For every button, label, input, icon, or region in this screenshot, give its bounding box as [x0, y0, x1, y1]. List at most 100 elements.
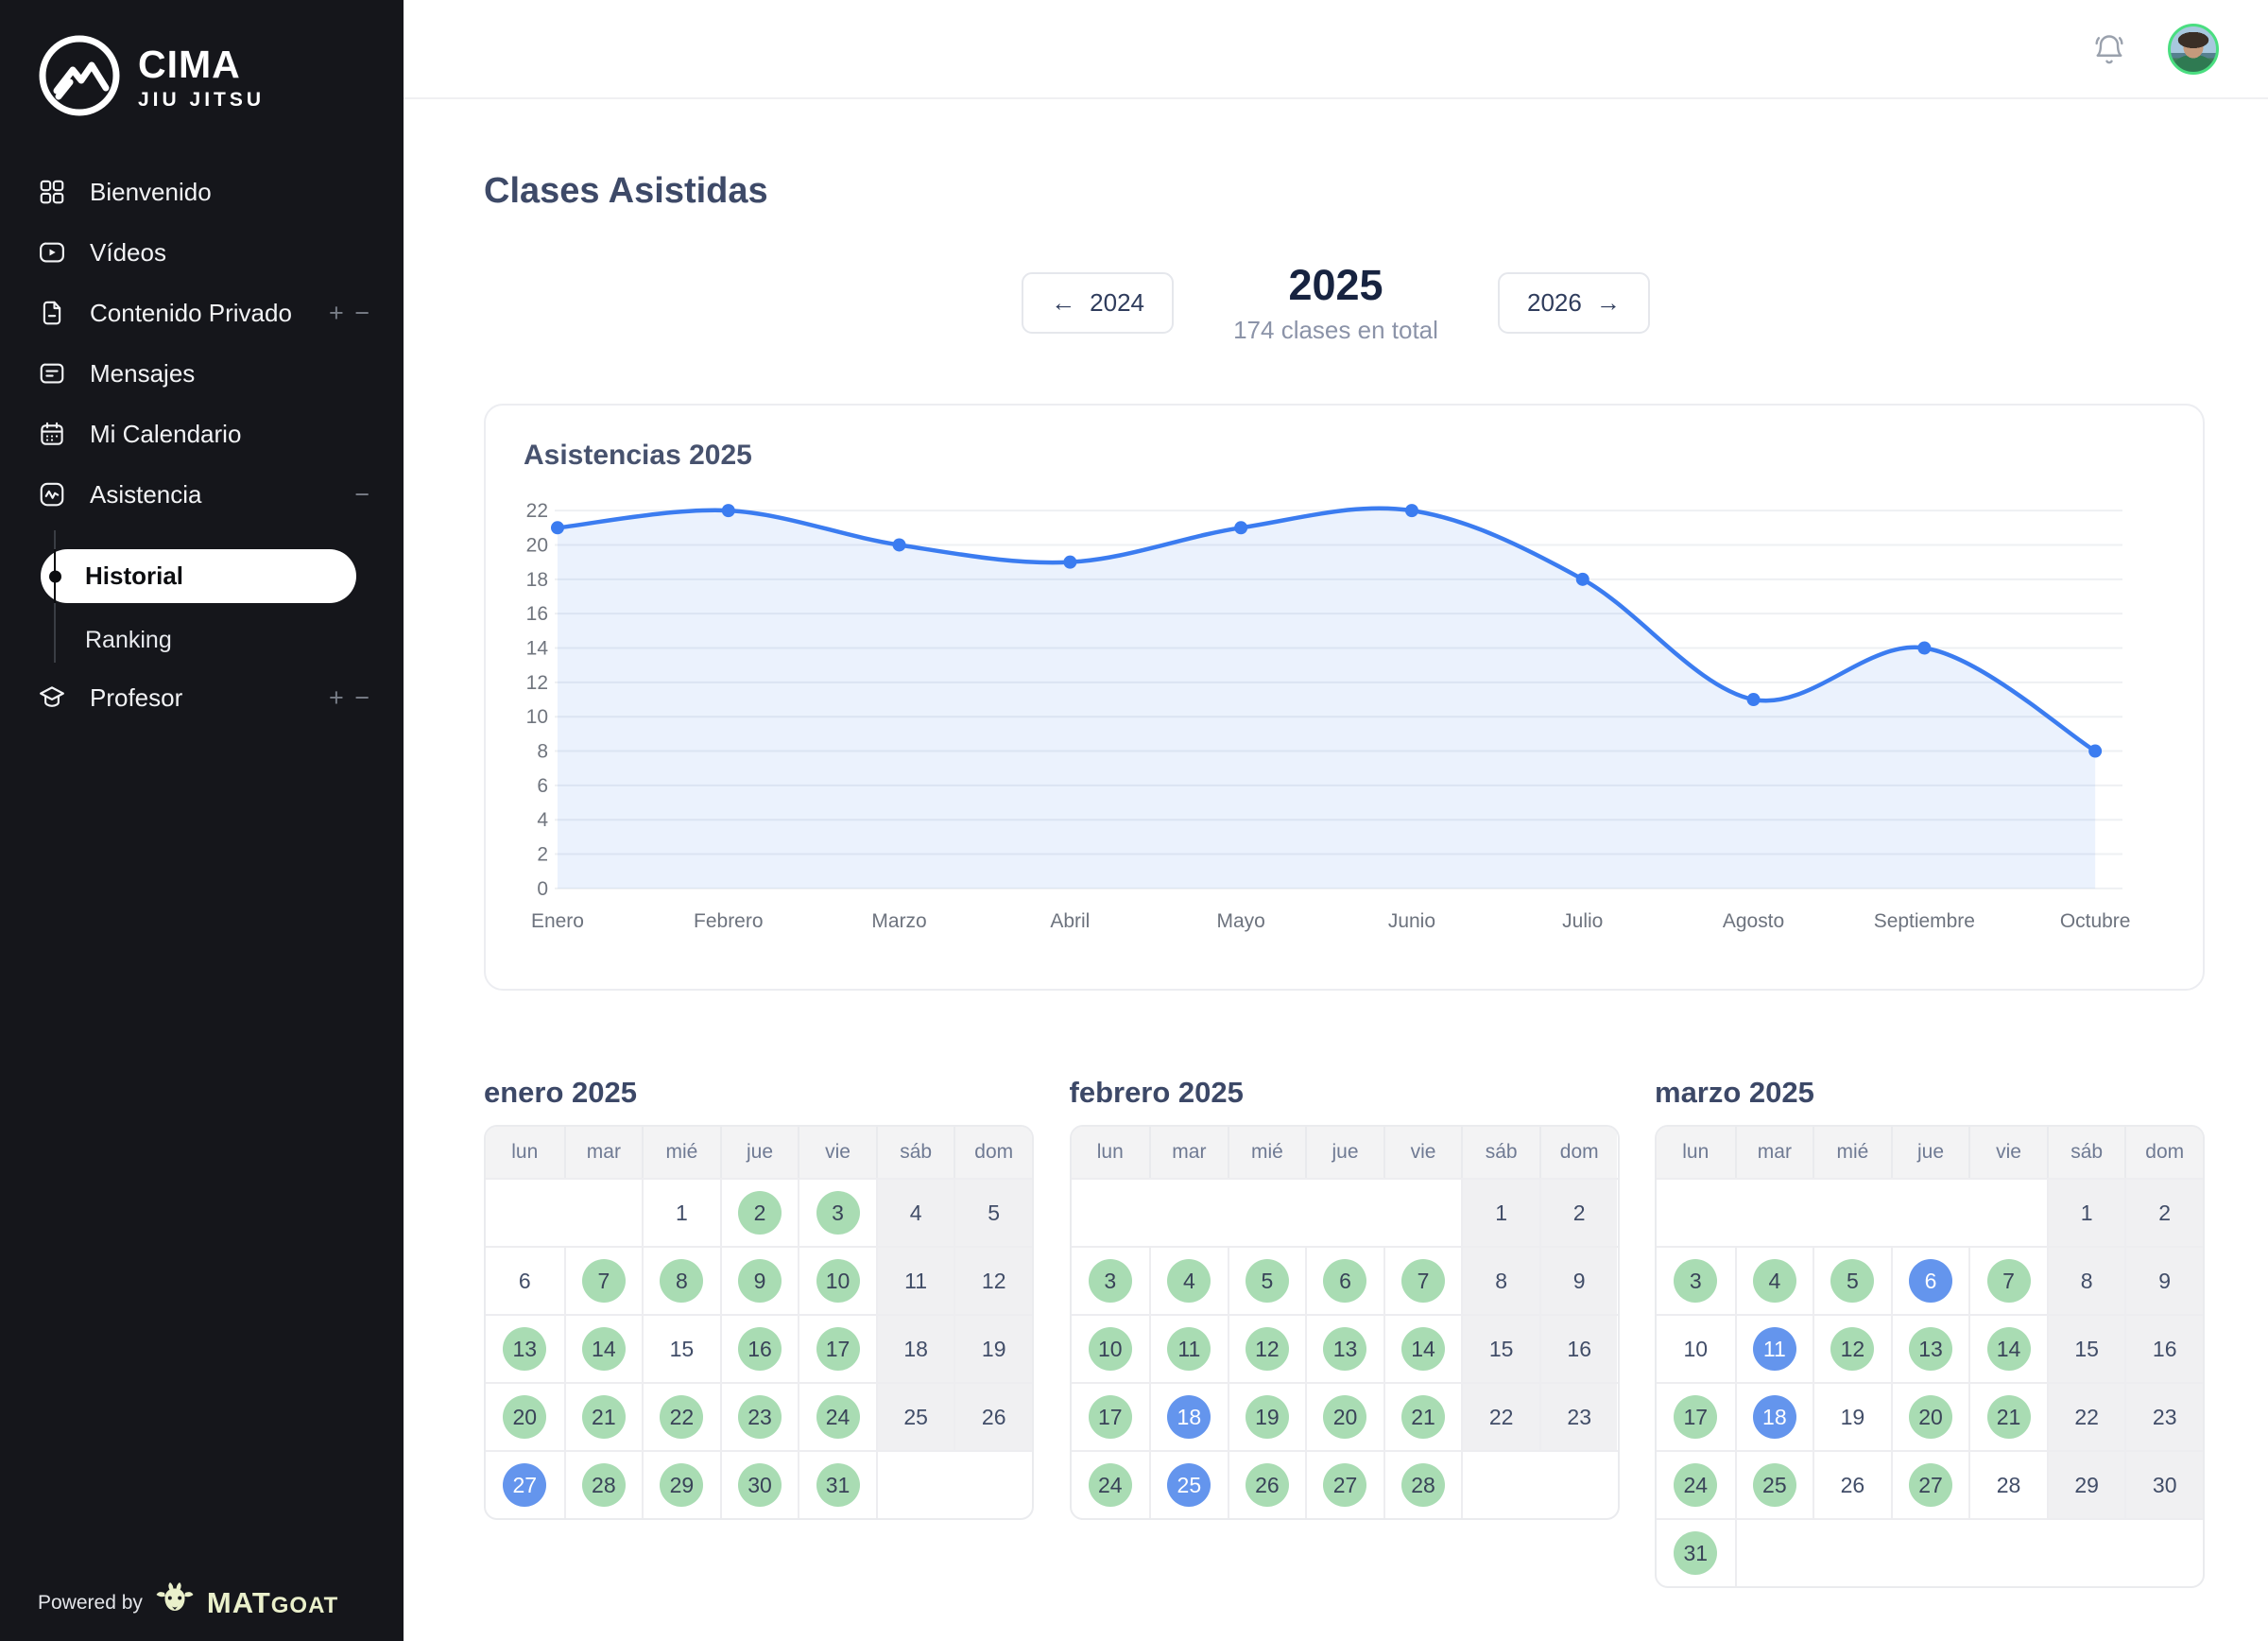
sidebar-item-ranking[interactable]: Ranking [85, 626, 172, 653]
empty-day-cell [564, 1180, 643, 1246]
month-title: abril 2025 [484, 1637, 1034, 1641]
sidebar-item-bienvenido[interactable]: Bienvenido [38, 162, 371, 222]
empty-day-cell [1072, 1180, 1150, 1246]
expand-collapse-icons[interactable]: + − [328, 682, 371, 712]
sidebar-item-historial[interactable]: Historial [41, 549, 356, 603]
chart-title: Asistencias 2025 [524, 440, 752, 471]
page-title: Clases Asistidas [484, 171, 768, 211]
calendar-grid: lun mar mié jue vie sáb dom 1 2 3 4 5 6 7 8 9 10 11 12 13 14… [484, 1125, 1034, 1520]
sidebar-item-contenido-privado[interactable]: Contenido Privado + − [38, 283, 371, 343]
svg-text:Junio: Junio [1388, 910, 1435, 932]
weekday-header-cell: mié [642, 1127, 720, 1178]
logo-title: CIMA [138, 42, 241, 86]
attended-day-cell: 8 [642, 1248, 720, 1314]
svg-text:12: 12 [526, 672, 548, 694]
weekday-header-cell: jue [719, 1127, 799, 1178]
svg-text:Marzo: Marzo [871, 910, 926, 932]
attended-day-cell: 14 [1383, 1316, 1462, 1382]
attended-day-cell: 30 [719, 1452, 799, 1518]
day-cell: 4 [875, 1180, 954, 1246]
attended-day-cell: 17 [798, 1316, 876, 1382]
attended-day-cell: 21 [1383, 1384, 1462, 1450]
day-cell: 22 [1461, 1384, 1539, 1450]
day-cell: 1 [642, 1180, 720, 1246]
next-year-button[interactable]: 2026 → [1498, 272, 1650, 334]
attended-day-cell: 20 [1890, 1384, 1969, 1450]
attended-day-cell: 20 [1305, 1384, 1383, 1450]
play-icon [38, 238, 66, 267]
weekday-header-cell: sáb [875, 1127, 954, 1178]
svg-text:10: 10 [526, 706, 548, 728]
right-arrow-icon: → [1595, 288, 1621, 317]
day-cell: 26 [1813, 1452, 1891, 1518]
empty-day-cell [1891, 1520, 1969, 1586]
sidebar-item-profesor[interactable]: Profesor + − [38, 667, 371, 728]
month-title: junio 2025 [1655, 1637, 2205, 1641]
svg-text:18: 18 [526, 569, 548, 591]
attended-day-cell: 14 [1968, 1316, 2047, 1382]
day-cell: 9 [1538, 1248, 1618, 1314]
empty-day-cell [1461, 1452, 1539, 1518]
attended-day-cell: 31 [798, 1452, 876, 1518]
weekday-header-cell: mar [563, 1127, 643, 1178]
day-cell: 12 [954, 1248, 1032, 1314]
day-cell: 29 [2046, 1452, 2125, 1518]
month-block: marzo 2025 lun mar mié jue vie sáb dom 1 2 3 4 5 6 7 8 9… [1655, 1076, 2205, 1588]
sidebar-item-mi-calendario[interactable]: Mi Calendario [38, 404, 371, 464]
notifications-bell-icon[interactable] [2092, 32, 2126, 66]
attended-day-cell: 13 [486, 1316, 564, 1382]
empty-day-cell [1734, 1520, 1813, 1586]
sidebar-item-videos[interactable]: Vídeos [38, 222, 371, 283]
svg-text:22: 22 [526, 500, 548, 522]
attended-day-cell: 28 [1383, 1452, 1462, 1518]
attended-day-cell: 25 [1734, 1452, 1813, 1518]
attended-day-cell: 20 [486, 1384, 564, 1450]
empty-day-cell [1305, 1180, 1383, 1246]
day-cell: 28 [1968, 1452, 2047, 1518]
attended-day-cell: 3 [798, 1180, 876, 1246]
attended-day-cell: 25 [1149, 1452, 1228, 1518]
empty-day-cell [954, 1452, 1032, 1518]
attended-day-cell: 23 [719, 1384, 799, 1450]
attended-day-cell: 3 [1072, 1248, 1150, 1314]
attended-day-cell: 22 [642, 1384, 720, 1450]
attended-day-cell: 26 [1227, 1452, 1306, 1518]
day-cell: 5 [954, 1180, 1032, 1246]
graduation-cap-icon [38, 683, 66, 712]
day-cell: 23 [1538, 1384, 1618, 1450]
mountain-logo-icon [38, 34, 121, 122]
collapse-icon[interactable]: − [354, 479, 371, 509]
day-cell: 30 [2124, 1452, 2203, 1518]
empty-day-cell [1968, 1520, 2047, 1586]
day-cell: 8 [2046, 1248, 2125, 1314]
weekday-header-cell: lun [486, 1127, 564, 1178]
attended-day-cell: 27 [1890, 1452, 1969, 1518]
empty-day-cell [2124, 1520, 2203, 1586]
svg-text:14: 14 [526, 638, 549, 660]
attended-day-cell: 10 [1072, 1316, 1150, 1382]
month-title: mayo 2025 [1070, 1637, 1620, 1641]
top-bar [404, 0, 2268, 99]
attended-day-cell: 18 [1149, 1384, 1228, 1450]
svg-text:Mayo: Mayo [1217, 910, 1265, 932]
attended-day-cell: 28 [563, 1452, 643, 1518]
user-avatar[interactable] [2168, 23, 2219, 75]
file-icon [38, 299, 66, 327]
attended-day-cell: 3 [1657, 1248, 1735, 1314]
attended-day-cell: 7 [563, 1248, 643, 1314]
empty-day-cell [1657, 1180, 1735, 1246]
expand-collapse-icons[interactable]: + − [328, 298, 371, 327]
attended-day-cell: 13 [1890, 1316, 1969, 1382]
weekday-header-cell: mié [1813, 1127, 1891, 1178]
day-cell: 25 [875, 1384, 954, 1450]
sidebar-item-mensajes[interactable]: Mensajes [38, 343, 371, 404]
weekday-header-cell: vie [1968, 1127, 2047, 1178]
month-title: marzo 2025 [1655, 1076, 1814, 1109]
svg-text:Abril: Abril [1050, 910, 1090, 932]
month-title: febrero 2025 [1069, 1076, 1244, 1109]
sidebar-item-asistencia[interactable]: Asistencia − [38, 464, 371, 525]
total-classes-label: 174 clases en total [1233, 316, 1438, 344]
prev-year-button[interactable]: ← 2024 [1022, 272, 1174, 334]
